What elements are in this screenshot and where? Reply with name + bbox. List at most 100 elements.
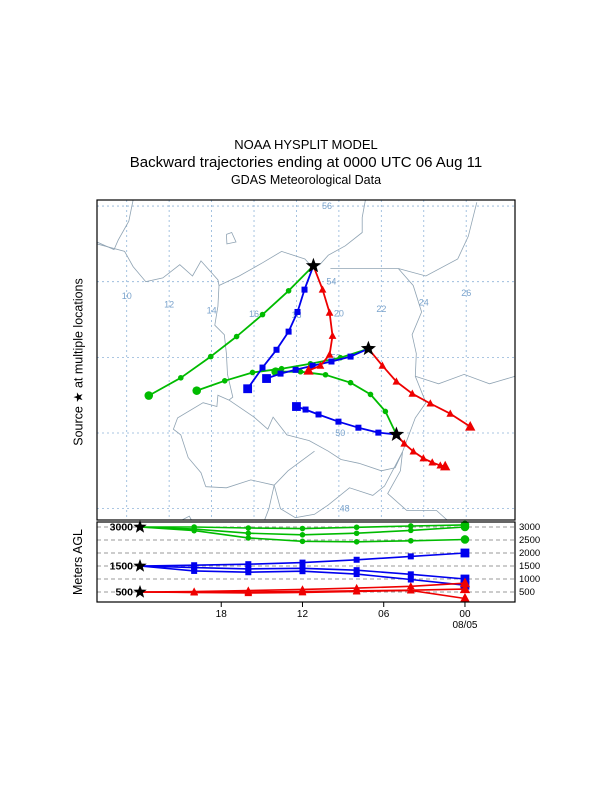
trajectory-marker-circle (249, 369, 256, 376)
bornholm-island (226, 231, 237, 245)
trajectory-marker-square (335, 418, 342, 425)
trajectory-marker-circle (408, 537, 414, 544)
trajectory-marker-circle (299, 525, 306, 532)
trajectory-marker-triangle (303, 364, 314, 375)
trajectory-marker-square (191, 564, 198, 571)
by-ua-border (415, 373, 515, 385)
trajectory-marker-circle (367, 391, 374, 398)
cz-sk-border (273, 450, 315, 486)
trajectory-marker-square (245, 561, 252, 568)
trajectory-red-source2 (367, 348, 476, 431)
height-left-label: 3000 (110, 522, 134, 534)
de-at-border (118, 515, 192, 520)
trajectory-line (367, 348, 471, 428)
model-title: NOAA HYSPLIT MODEL (234, 137, 378, 152)
lt-by-border (398, 202, 478, 277)
trajectory-marker-triangle (446, 409, 455, 417)
trajectory-marker-circle (322, 371, 329, 378)
trajectory-marker-circle (278, 365, 285, 372)
trajectory-marker-square (407, 553, 414, 560)
trajectory-marker-square (273, 346, 280, 353)
trajectory-marker-triangle (419, 454, 428, 462)
time-axis-label: 18 (216, 609, 228, 620)
trajectory-marker-triangle (459, 577, 471, 588)
height-right-label: 3000 (519, 522, 540, 533)
trajectory-marker-circle (297, 368, 304, 375)
height-series-red-source3 (139, 586, 471, 603)
trajectory-marker-triangle (244, 588, 253, 597)
latlon-grid (97, 200, 515, 520)
trajectory-blue-source3 (292, 402, 397, 436)
trajectory-marker-circle (192, 386, 202, 395)
trajectory-marker-triangle (400, 439, 409, 447)
trajectory-marker-square (315, 411, 322, 418)
trajectory-marker-square (353, 571, 360, 578)
trajectory-green-source1 (144, 265, 315, 400)
trajectory-marker-triangle (352, 587, 361, 595)
height-right-label: 2000 (519, 548, 540, 559)
time-axis-label: 12 (297, 609, 309, 620)
map-source-stars (305, 257, 404, 441)
height-left-label: 500 (115, 587, 133, 599)
trajectory-marker-square (294, 308, 301, 315)
trajectory-marker-circle (460, 535, 470, 544)
trajectory-marker-triangle (328, 331, 337, 339)
trajectory-marker-circle (233, 333, 240, 340)
trajectory-marker-square (301, 286, 308, 293)
trajectory-marker-circle (353, 539, 360, 545)
trajectory-marker-square (292, 402, 301, 411)
trajectory-marker-square (277, 370, 284, 377)
trajectory-marker-circle (347, 379, 354, 386)
height-right-label: 1500 (519, 561, 540, 572)
time-axis-label: 00 (459, 609, 471, 620)
trajectory-line (395, 433, 446, 468)
trajectory-marker-square (299, 568, 306, 575)
trajectory-marker-square (191, 567, 198, 574)
height-right-label: 1000 (519, 574, 540, 585)
trajectory-marker-square (285, 328, 292, 335)
source-star (133, 585, 147, 598)
trajectory-marker-square (407, 571, 414, 578)
trajectory-marker-square (259, 364, 266, 371)
date-label: 08/05 (452, 620, 477, 631)
trajectory-marker-triangle (409, 447, 418, 455)
trajectory-marker-circle (408, 527, 414, 534)
trajectory-red-source1 (303, 265, 337, 375)
height-series-green-source3 (139, 526, 470, 545)
trajectory-marker-triangle (392, 377, 401, 385)
trajectory-marker-square (353, 556, 360, 563)
trajectory-marker-circle (178, 374, 184, 381)
trajectory-marker-square (407, 576, 414, 583)
pl-east-border (397, 268, 427, 453)
lat-label: 56 (322, 201, 332, 211)
lon-label: 12 (164, 300, 174, 310)
baltic-coast (97, 200, 366, 287)
source-star (360, 340, 376, 356)
lon-label: 14 (207, 306, 217, 316)
trajectory-marker-circle (245, 530, 252, 537)
trajectory-marker-triangle (316, 361, 325, 369)
lon-label: 10 (122, 291, 132, 301)
trajectory-marker-triangle (406, 586, 415, 594)
trajectory-marker-circle (144, 391, 154, 400)
trajectory-blue-source2 (262, 347, 369, 383)
lat-label: 48 (340, 504, 350, 514)
source-star (133, 520, 147, 533)
trajectory-marker-square (355, 424, 362, 431)
trajectory-marker-square (302, 406, 309, 413)
trajectory-marker-square (292, 366, 299, 373)
trajectory-blue-source1 (243, 265, 315, 394)
lon-label: 24 (419, 297, 429, 307)
trajectory-marker-triangle (406, 582, 415, 590)
trajectory-marker-triangle (318, 285, 327, 293)
trajectory-marker-circle (245, 535, 252, 541)
height-series (139, 520, 471, 603)
height-frame (96, 521, 516, 603)
at-cz-border (205, 479, 275, 489)
trajectory-marker-circle (408, 523, 414, 529)
pl-cz-sk-border (228, 399, 403, 472)
trajectory-marker-triangle (428, 458, 437, 466)
height-right-label: 500 (519, 587, 535, 598)
